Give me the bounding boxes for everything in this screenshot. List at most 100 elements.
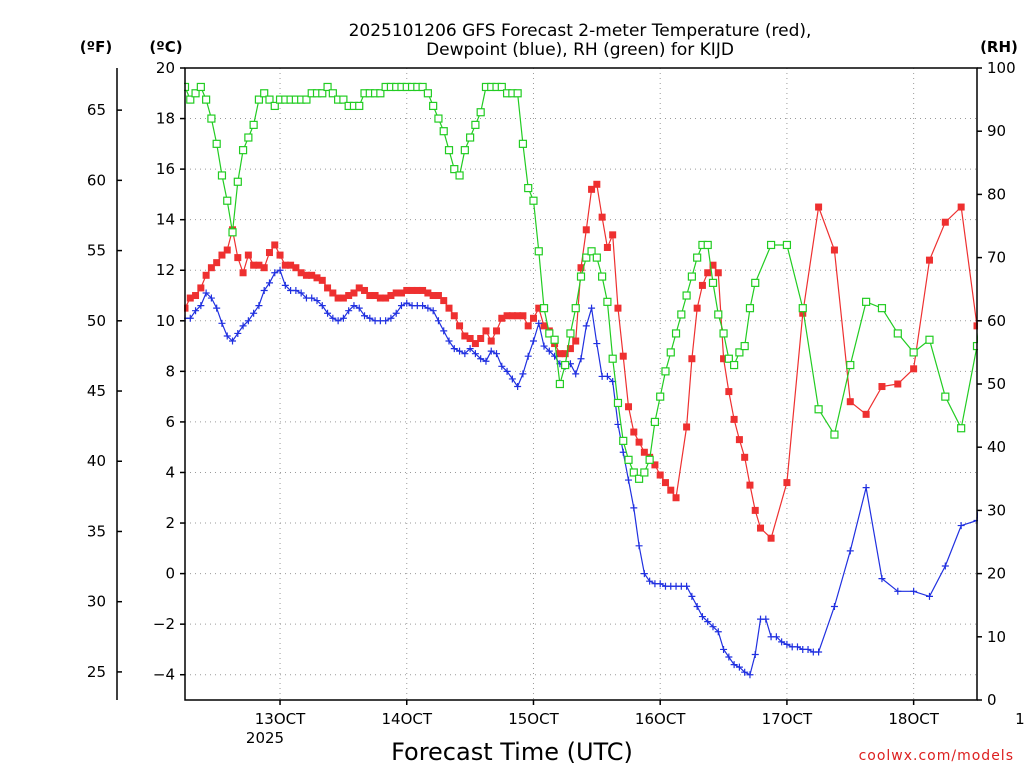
time-tick-label: 14OCT	[381, 710, 432, 728]
rh-point	[814, 405, 823, 414]
dewpoint-point	[793, 643, 801, 651]
fahrenheit-tick-label: 40	[87, 452, 106, 470]
time-tick-label: 17OCT	[762, 710, 813, 728]
temperature-point	[603, 243, 611, 251]
temperature-point	[218, 251, 226, 259]
dewpoint-point	[704, 618, 712, 626]
temperature-point	[588, 185, 596, 193]
temperature-point	[207, 264, 215, 272]
temperature-point	[651, 461, 659, 469]
rh-point	[576, 272, 586, 281]
temperature-point	[334, 294, 342, 302]
temperature-point	[725, 388, 733, 396]
dewpoint-point	[297, 289, 305, 297]
fahrenheit-tick-label: 60	[87, 171, 106, 189]
fahrenheit-tick-label: 65	[87, 101, 106, 119]
temperature-point	[456, 322, 464, 330]
rh-point	[466, 133, 475, 142]
temperature-point	[392, 289, 400, 297]
rh-point	[1005, 96, 1012, 103]
rh-tick-label: 100	[987, 59, 1016, 77]
dewpoint-point	[397, 302, 405, 310]
rh-point	[217, 171, 227, 180]
temperature-point	[1005, 262, 1012, 269]
temperature-point	[223, 246, 231, 254]
temperature-point	[556, 350, 564, 358]
rh-point	[682, 291, 691, 300]
rh-point	[798, 304, 807, 313]
dewpoint-point	[281, 281, 289, 289]
dewpoint-point	[229, 337, 237, 345]
rh-point	[270, 101, 279, 111]
rh-point	[434, 114, 443, 123]
dewpoint-point	[450, 345, 458, 353]
dewpoint-point	[493, 350, 501, 358]
dewpoint-point	[482, 357, 490, 365]
rh-point	[766, 240, 776, 250]
rh-point	[249, 120, 258, 129]
dewpoint-point	[334, 317, 342, 325]
temperature-point	[735, 436, 743, 444]
celsius-tick-label: 16	[156, 160, 175, 178]
dewpoint-point	[545, 347, 553, 355]
temperature-point	[424, 289, 432, 297]
temperature-point	[693, 304, 701, 312]
dewpoint-point	[345, 307, 353, 315]
temperature-point	[524, 322, 532, 330]
dewpoint-point	[720, 645, 728, 653]
temperature-point	[403, 286, 411, 294]
temperature-point	[683, 423, 691, 431]
dewpoint-point	[751, 650, 759, 658]
rh-point	[693, 253, 702, 262]
temperature-point	[339, 294, 347, 302]
dewpoint-point	[250, 309, 258, 317]
rh-point	[957, 424, 966, 433]
rh-point	[909, 348, 918, 357]
rh-point	[708, 278, 718, 287]
dewpoint-point	[445, 337, 453, 345]
rh-point	[666, 348, 675, 357]
plot-frame	[184, 67, 978, 701]
dewpoint-point	[244, 317, 252, 325]
dewpoint-point	[683, 582, 691, 590]
temperature-point	[234, 254, 242, 262]
rh-point	[893, 329, 902, 338]
dewpoint-point	[471, 350, 479, 358]
temperature-point	[350, 289, 358, 297]
rh-point	[714, 310, 723, 319]
dewpoint-point	[593, 340, 601, 348]
temperature-point	[482, 327, 490, 335]
dewpoint-point	[197, 302, 205, 310]
rh-tick-label: 80	[987, 185, 1006, 203]
dewpoint-point	[640, 570, 648, 578]
rh-point	[439, 127, 448, 136]
temperature-point	[688, 355, 696, 363]
rh-tick-label: 50	[987, 375, 1006, 393]
fahrenheit-tick-label: 25	[87, 663, 106, 681]
rh-point	[513, 89, 522, 98]
dewpoint-point	[540, 342, 548, 350]
temperature-point	[846, 398, 854, 406]
rh-point	[233, 177, 242, 186]
dewpoint-point	[778, 638, 786, 646]
dewpoint-point	[440, 327, 448, 335]
rh-point	[730, 360, 739, 370]
temperature-point	[440, 297, 448, 305]
temperature-point	[202, 271, 210, 279]
dewpoint-point	[292, 286, 300, 294]
rh-point	[989, 210, 996, 217]
temperature-point	[450, 312, 458, 320]
temperature-point	[609, 231, 617, 239]
dewpoint-point	[318, 302, 326, 310]
dewpoint-point	[265, 279, 273, 287]
rh-point	[550, 335, 559, 344]
rh-point	[624, 455, 633, 464]
dewpoint-point	[588, 304, 596, 312]
time-tick-label: 19OCT	[1015, 710, 1024, 728]
dewpoint-point	[213, 304, 221, 312]
dewpoint-point	[529, 337, 537, 345]
rh-point	[418, 82, 427, 92]
temperature-point	[767, 534, 775, 542]
dewpoint-point	[234, 329, 242, 337]
rh-tick-label: 20	[987, 565, 1006, 583]
